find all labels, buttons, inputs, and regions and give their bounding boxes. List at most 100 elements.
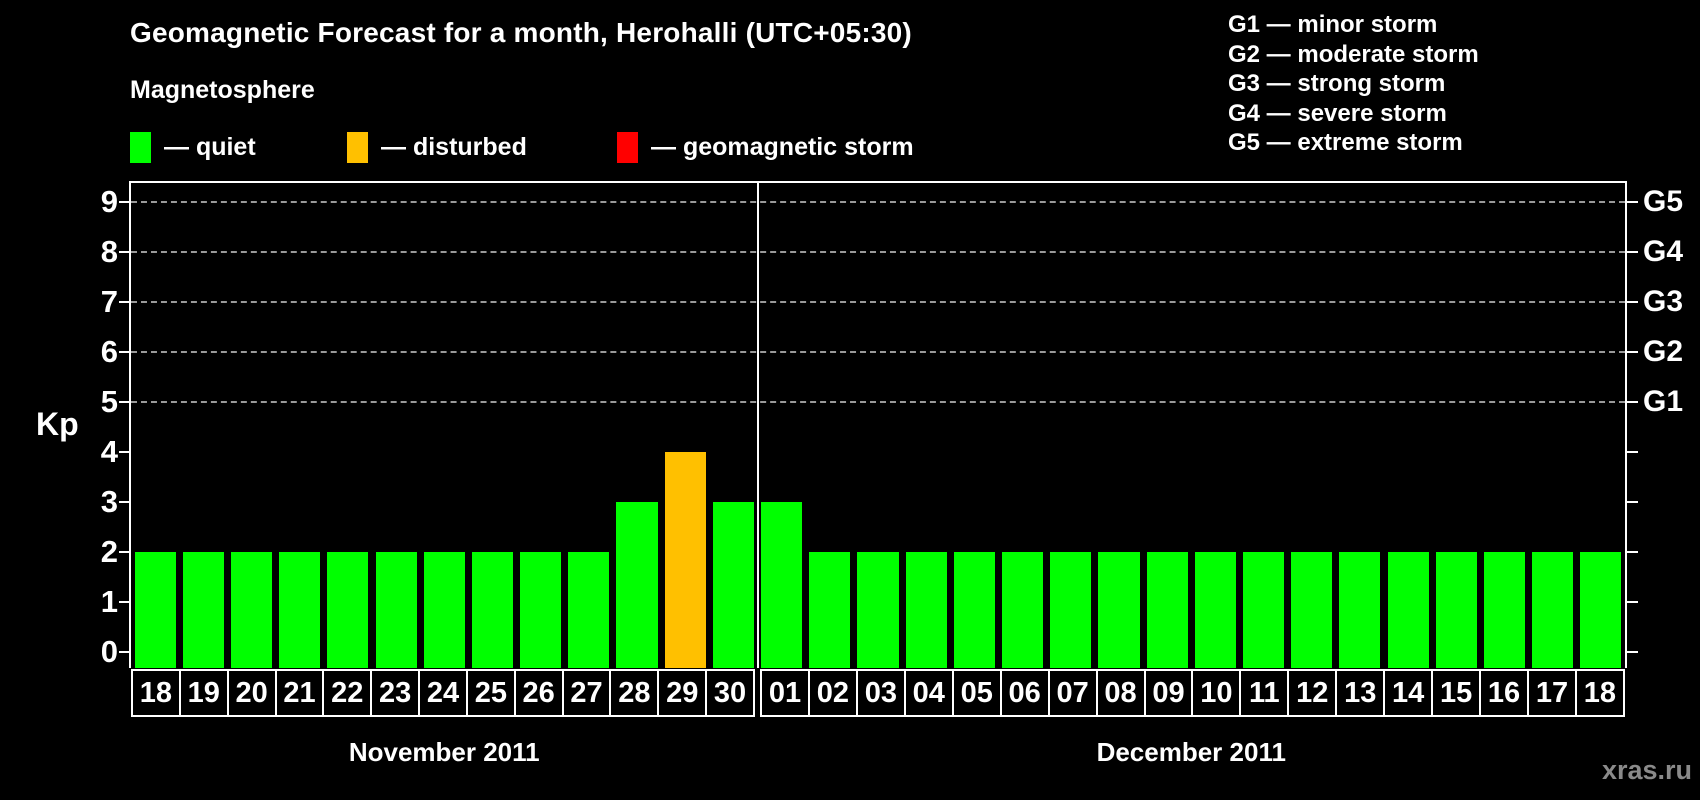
left-tick-kp6 bbox=[119, 351, 130, 353]
bar-kp2-day13 bbox=[1339, 552, 1381, 668]
month-label: December 2011 bbox=[1096, 737, 1286, 767]
page-title: Geomagnetic Forecast for a month, Heroha… bbox=[130, 17, 912, 48]
right-tick-kp0 bbox=[1627, 651, 1638, 653]
day-box: 29 bbox=[657, 669, 708, 717]
legend-item-geomagnetic-storm: — geomagnetic storm bbox=[617, 132, 914, 163]
bar-kp4-day29 bbox=[664, 452, 706, 668]
plot-area bbox=[131, 183, 1625, 668]
y-tick-label: 8 bbox=[100, 234, 118, 269]
bar-kp2-day11 bbox=[1243, 552, 1285, 668]
day-box: 03 bbox=[855, 669, 906, 717]
storm-scale-line: G1 — minor storm bbox=[1228, 11, 1438, 38]
day-box: 01 bbox=[760, 669, 810, 717]
storm-scale-line: G5 — extreme storm bbox=[1228, 129, 1463, 156]
day-box: 06 bbox=[999, 669, 1050, 717]
watermark: xras.ru bbox=[1601, 755, 1692, 785]
storm-scale-line: G2 — moderate storm bbox=[1228, 40, 1479, 68]
bar-kp2-day04 bbox=[905, 552, 947, 668]
right-tick-kp7 bbox=[1627, 301, 1638, 303]
bar-kp2-day12 bbox=[1291, 552, 1333, 668]
bar-kp2-day18 bbox=[134, 552, 176, 668]
month-label: November 2011 bbox=[348, 737, 540, 767]
bar-kp2-day14 bbox=[1387, 552, 1429, 668]
month-divider bbox=[756, 183, 759, 668]
day-box: 27 bbox=[561, 669, 612, 717]
y-tick-label: 7 bbox=[100, 284, 118, 319]
day-box: 19 bbox=[178, 669, 229, 717]
day-box: 11 bbox=[1239, 669, 1290, 717]
right-tick-kp5 bbox=[1627, 401, 1638, 403]
day-box: 14 bbox=[1383, 669, 1434, 717]
gridline-kp5 bbox=[131, 401, 1625, 403]
g-scale-label-g3: G3 bbox=[1643, 285, 1684, 318]
bar-kp2-day26 bbox=[520, 552, 562, 668]
bar-kp2-day03 bbox=[857, 552, 899, 668]
day-box: 13 bbox=[1335, 669, 1386, 717]
bar-kp2-day23 bbox=[375, 552, 417, 668]
bar-kp2-day25 bbox=[471, 552, 514, 668]
day-box: 24 bbox=[418, 669, 468, 717]
day-box: 12 bbox=[1287, 669, 1338, 717]
left-tick-kp1 bbox=[119, 601, 130, 603]
bar-kp2-day06 bbox=[1002, 552, 1044, 668]
bar-kp2-day09 bbox=[1146, 552, 1188, 668]
y-tick-label: 3 bbox=[100, 484, 118, 519]
bar-kp2-day08 bbox=[1098, 552, 1140, 668]
left-tick-kp7 bbox=[119, 301, 130, 303]
left-tick-kp8 bbox=[119, 251, 130, 253]
y-tick-label: 6 bbox=[100, 334, 118, 369]
disturbed-swatch-icon bbox=[347, 132, 368, 163]
storm-scale-line: G3 — strong storm bbox=[1228, 70, 1446, 97]
day-box: 17 bbox=[1527, 669, 1577, 717]
day-box: 26 bbox=[513, 669, 564, 717]
g-scale-label-g5: G5 bbox=[1643, 185, 1684, 218]
right-tick-kp1 bbox=[1627, 601, 1638, 603]
y-tick-label: 2 bbox=[100, 534, 118, 569]
quiet-swatch-icon bbox=[130, 132, 151, 163]
bar-kp2-day10 bbox=[1194, 552, 1236, 668]
legend-item-label: — geomagnetic storm bbox=[651, 133, 914, 161]
day-box: 09 bbox=[1143, 669, 1194, 717]
bar-kp2-day05 bbox=[953, 552, 995, 668]
left-tick-kp3 bbox=[119, 501, 130, 503]
day-box: 15 bbox=[1431, 669, 1482, 717]
legend-item-disturbed: — disturbed bbox=[347, 132, 527, 163]
right-tick-kp9 bbox=[1627, 201, 1638, 203]
bar-kp2-day15 bbox=[1435, 552, 1477, 668]
day-box: 25 bbox=[465, 669, 516, 717]
day-box: 02 bbox=[807, 669, 858, 717]
bar-kp2-day24 bbox=[423, 552, 465, 668]
bar-kp2-day07 bbox=[1050, 552, 1092, 668]
y-tick-label: 4 bbox=[100, 434, 118, 469]
gridline-kp9 bbox=[131, 201, 1625, 203]
left-tick-kp2 bbox=[119, 551, 130, 553]
gridline-kp7 bbox=[131, 301, 1625, 303]
right-tick-kp6 bbox=[1627, 351, 1638, 353]
x-axis-day-boxes: 18 19 20 21 22 23 24 25 26 27 28 29 30 01 02 03 04 05 06 07… bbox=[131, 669, 1625, 717]
legend-item-label: — quiet bbox=[164, 133, 256, 161]
storm-swatch-icon bbox=[617, 132, 638, 163]
storm-scale-legend: G1 — minor storm G2 — moderate storm G3 … bbox=[1228, 10, 1479, 158]
right-tick-kp8 bbox=[1627, 251, 1638, 253]
right-tick-kp4 bbox=[1627, 451, 1638, 453]
bar-kp2-day02 bbox=[809, 552, 851, 668]
y-tick-label: 9 bbox=[100, 184, 118, 219]
day-box-group: 18 19 20 21 22 23 24 25 26 27 28 29 30 bbox=[131, 669, 755, 717]
g-scale-label-g4: G4 bbox=[1643, 235, 1684, 268]
day-box: 30 bbox=[705, 669, 755, 717]
day-box: 05 bbox=[951, 669, 1002, 717]
bar-kp2-day27 bbox=[568, 552, 610, 668]
bar-kp3-day30 bbox=[712, 502, 754, 668]
day-box: 20 bbox=[226, 669, 277, 717]
day-box: 16 bbox=[1479, 669, 1529, 717]
day-box: 18 bbox=[1574, 669, 1625, 717]
bar-kp2-day20 bbox=[230, 552, 273, 668]
day-box: 10 bbox=[1191, 669, 1242, 717]
day-box: 28 bbox=[609, 669, 660, 717]
storm-scale-line: G4 — severe storm bbox=[1228, 99, 1447, 127]
left-tick-kp4 bbox=[119, 451, 130, 453]
gridline-kp6 bbox=[131, 351, 1625, 353]
bar-kp2-day21 bbox=[279, 552, 321, 668]
g-scale-label-g2: G2 bbox=[1643, 335, 1684, 368]
